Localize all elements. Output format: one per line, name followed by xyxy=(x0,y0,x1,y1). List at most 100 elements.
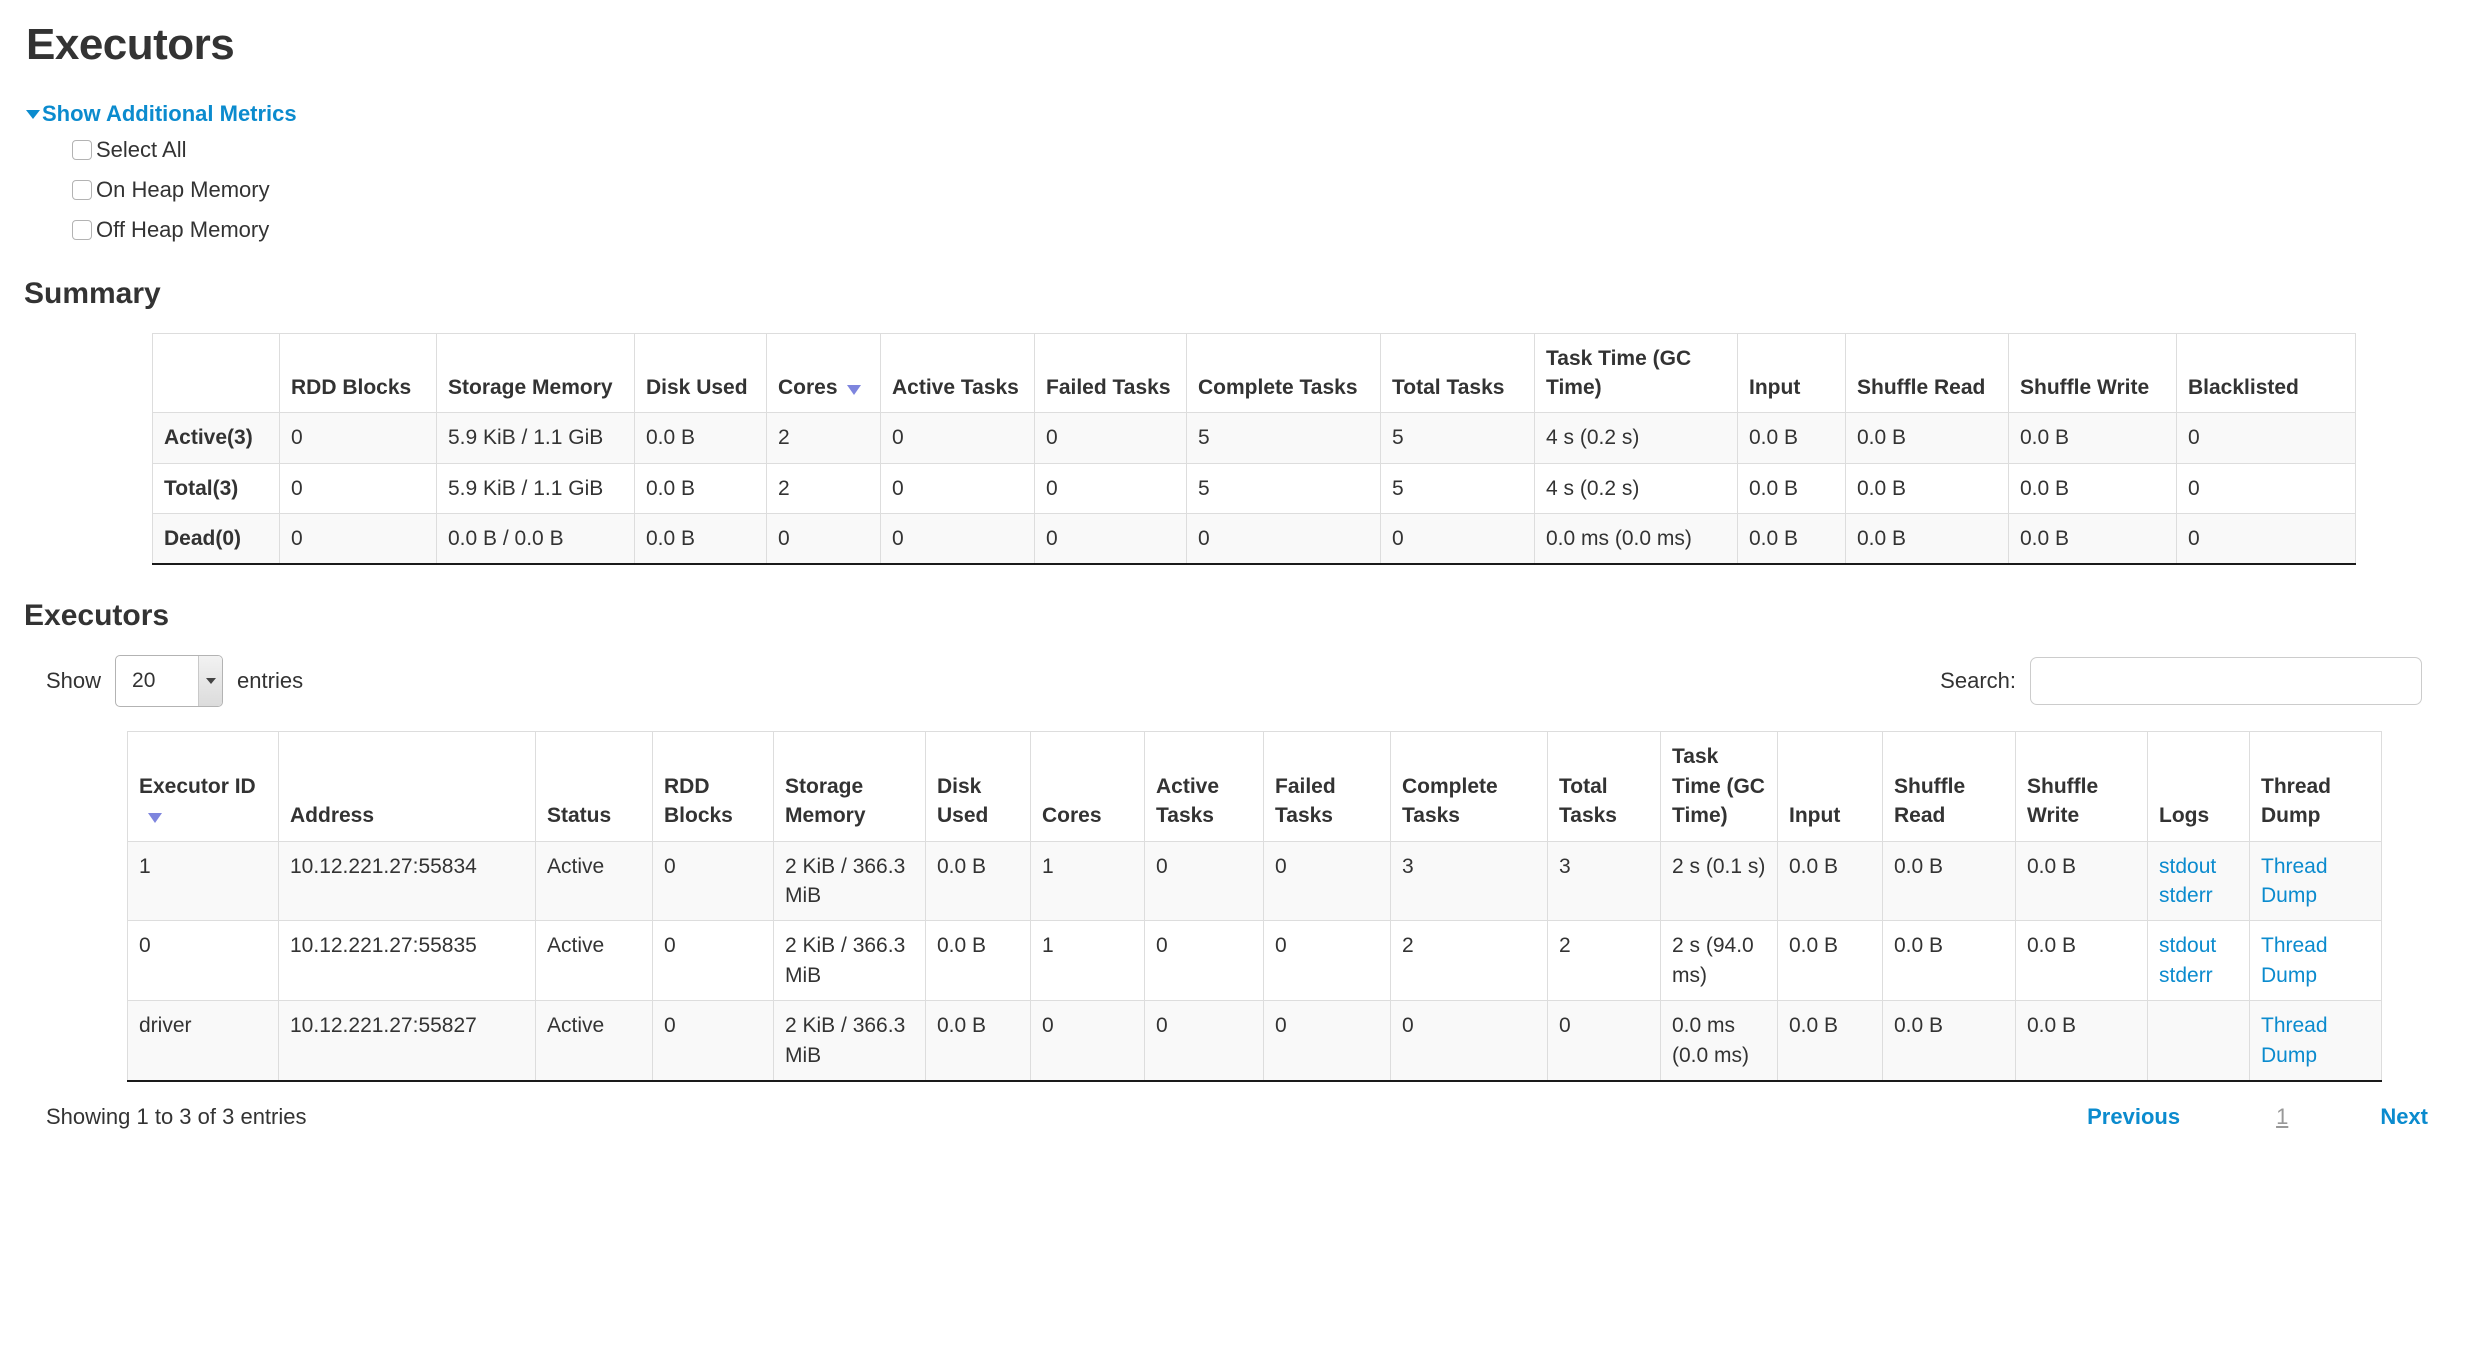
summary-col-blacklisted[interactable]: Blacklisted xyxy=(2176,332,2356,414)
summary-cell: 0 xyxy=(279,412,437,464)
executor-cell: 0.0 B xyxy=(925,920,1031,1002)
summary-col-shuffle-read[interactable]: Shuffle Read xyxy=(1845,332,2009,414)
executor-cell: 0.0 B xyxy=(2015,840,2148,922)
executor-cell: 2 xyxy=(1390,920,1548,1002)
executors-col-label: Status xyxy=(547,804,612,828)
executors-col-total-tasks[interactable]: Total Tasks xyxy=(1547,731,1661,842)
thread-dump-link[interactable]: Thread Dump xyxy=(2261,854,2328,908)
executors-col-task-time-gc-time[interactable]: Task Time (GC Time) xyxy=(1660,731,1778,842)
metric-item-on-heap-memory[interactable]: On Heap Memory xyxy=(72,177,2442,203)
summary-col-failed-tasks[interactable]: Failed Tasks xyxy=(1034,332,1187,414)
summary-cell: 2 xyxy=(766,412,881,464)
summary-col-row-label[interactable] xyxy=(152,332,280,414)
executor-cell: 0 xyxy=(1263,920,1391,1002)
summary-col-label: Shuffle Write xyxy=(2020,375,2150,399)
search-label: Search: xyxy=(1940,668,2016,694)
page-size-value: 20 xyxy=(132,669,156,693)
executor-cell: 0 xyxy=(1263,840,1391,922)
thread-dump-link[interactable]: Thread Dump xyxy=(2261,1014,2328,1067)
executors-col-storage-memory[interactable]: Storage Memory xyxy=(773,731,926,842)
stderr-link[interactable]: stderr xyxy=(2159,884,2213,908)
executor-logs-cell xyxy=(2147,1000,2250,1082)
summary-cell: 0.0 B xyxy=(1845,462,2009,515)
sort-desc-icon xyxy=(148,813,162,824)
show-additional-metrics-link[interactable]: Show Additional Metrics xyxy=(26,101,297,127)
summary-col-total-tasks[interactable]: Total Tasks xyxy=(1380,332,1535,414)
executor-cell: 3 xyxy=(1390,840,1548,922)
executors-col-address[interactable]: Address xyxy=(278,731,536,842)
executor-cell: Active xyxy=(535,920,653,1002)
metric-item-select-all[interactable]: Select All xyxy=(72,137,2442,163)
summary-cell: 0.0 B xyxy=(1737,462,1846,515)
executors-col-shuffle-read[interactable]: Shuffle Read xyxy=(1882,731,2016,842)
executor-cell: 1 xyxy=(1030,840,1145,922)
stdout-link[interactable]: stdout xyxy=(2159,934,2217,958)
summary-col-active-tasks[interactable]: Active Tasks xyxy=(880,332,1035,414)
executors-col-logs[interactable]: Logs xyxy=(2147,731,2250,842)
executors-col-shuffle-write[interactable]: Shuffle Write xyxy=(2015,731,2148,842)
executors-col-input[interactable]: Input xyxy=(1777,731,1883,842)
summary-row-label: Active(3) xyxy=(152,412,280,464)
executor-cell: 0.0 B xyxy=(1882,920,2016,1002)
page-title: Executors xyxy=(26,20,235,69)
summary-cell: 2 xyxy=(766,462,881,515)
entries-label: entries xyxy=(237,668,304,694)
metric-item-off-heap-memory[interactable]: Off Heap Memory xyxy=(72,217,2442,243)
summary-col-cores[interactable]: Cores xyxy=(766,332,881,414)
executor-cell: 0 xyxy=(127,920,279,1002)
pagination-page-1[interactable]: 1 xyxy=(2276,1103,2289,1129)
summary-col-label: Storage Memory xyxy=(448,375,613,399)
on-heap-memory-checkbox[interactable] xyxy=(72,179,92,200)
entries-info: Showing 1 to 3 of 3 entries xyxy=(46,1103,307,1129)
summary-cell: 0 xyxy=(880,412,1035,464)
executors-col-executor-id[interactable]: Executor ID xyxy=(127,731,279,842)
summary-cell: 0.0 ms (0.0 ms) xyxy=(1534,513,1738,565)
executor-cell: 3 xyxy=(1547,840,1661,922)
summary-col-label: RDD Blocks xyxy=(291,375,412,399)
executors-table-controls: Show 20 entries Search: xyxy=(46,655,2422,708)
executor-cell: 1 xyxy=(127,840,279,922)
pagination-previous[interactable]: Previous xyxy=(2087,1103,2181,1129)
summary-cell: 0.0 B xyxy=(2008,513,2177,565)
executor-cell: 0 xyxy=(1144,1000,1264,1082)
thread-dump-link[interactable]: Thread Dump xyxy=(2261,934,2328,987)
summary-col-task-time-gc-time[interactable]: Task Time (GC Time) xyxy=(1534,332,1738,414)
executors-col-failed-tasks[interactable]: Failed Tasks xyxy=(1263,731,1391,842)
executors-col-active-tasks[interactable]: Active Tasks xyxy=(1144,731,1264,842)
stderr-link[interactable]: stderr xyxy=(2159,963,2213,987)
executors-col-thread-dump[interactable]: Thread Dump xyxy=(2249,731,2382,842)
executors-col-status[interactable]: Status xyxy=(535,731,653,842)
summary-row-label: Dead(0) xyxy=(152,513,280,565)
summary-col-rdd-blocks[interactable]: RDD Blocks xyxy=(279,332,437,414)
summary-col-disk-used[interactable]: Disk Used xyxy=(634,332,767,414)
pagination-next[interactable]: Next xyxy=(2380,1103,2428,1129)
off-heap-memory-checkbox[interactable] xyxy=(72,219,92,240)
summary-header-row: RDD Blocks Storage Memory Disk Used Cores Ac… xyxy=(152,332,2356,414)
select-all-checkbox[interactable] xyxy=(72,139,92,160)
summary-cell: 0 xyxy=(1186,513,1381,565)
stdout-link[interactable]: stdout xyxy=(2159,854,2217,878)
summary-col-shuffle-write[interactable]: Shuffle Write xyxy=(2008,332,2177,414)
summary-col-label: Failed Tasks xyxy=(1046,375,1171,399)
executors-col-complete-tasks[interactable]: Complete Tasks xyxy=(1390,731,1548,842)
executors-col-label: Address xyxy=(290,804,375,828)
executors-col-rdd-blocks[interactable]: RDD Blocks xyxy=(652,731,774,842)
page-size-select[interactable]: 20 xyxy=(115,655,224,708)
summary-col-storage-memory[interactable]: Storage Memory xyxy=(436,332,635,414)
summary-col-complete-tasks[interactable]: Complete Tasks xyxy=(1186,332,1381,414)
select-dropdown-button[interactable] xyxy=(198,656,223,707)
summary-cell: 0.0 B xyxy=(2008,462,2177,515)
executors-header-row: Executor ID Address Status RDD Blocks Storag… xyxy=(127,731,2382,842)
search-input[interactable] xyxy=(2030,657,2422,706)
executors-col-disk-used[interactable]: Disk Used xyxy=(925,731,1031,842)
chevron-down-icon xyxy=(205,678,216,685)
executors-col-cores[interactable]: Cores xyxy=(1030,731,1145,842)
summary-col-label: Task Time (GC Time) xyxy=(1546,346,1692,399)
executors-col-label: Shuffle Read xyxy=(1894,774,1966,828)
executor-cell: Active xyxy=(535,1000,653,1082)
summary-col-input[interactable]: Input xyxy=(1737,332,1846,414)
executors-col-label: Cores xyxy=(1042,804,1102,828)
executors-col-label: Shuffle Write xyxy=(2027,774,2099,828)
summary-cell: 5 xyxy=(1186,462,1381,515)
